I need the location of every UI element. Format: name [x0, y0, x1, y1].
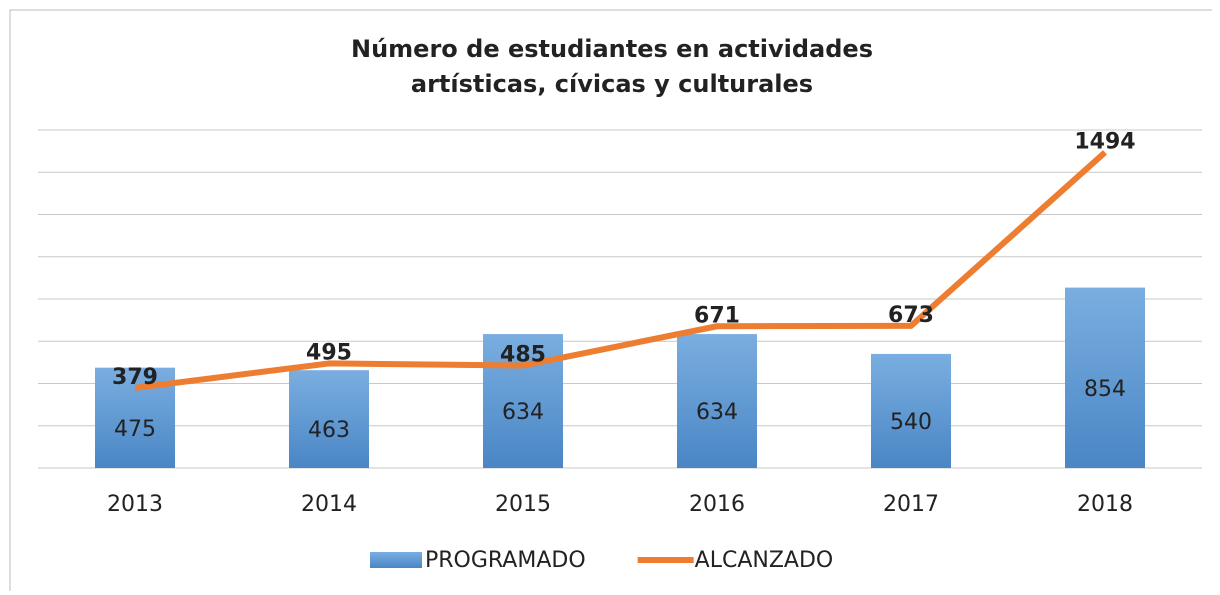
legend-label: ALCANZADO	[695, 548, 834, 573]
legend-swatch	[370, 552, 422, 568]
data-label: 475	[114, 417, 156, 442]
bar	[871, 353, 951, 468]
data-label: 1494	[1074, 129, 1135, 154]
data-label: 485	[500, 343, 546, 368]
data-label: 634	[696, 400, 738, 425]
bar	[289, 370, 369, 468]
data-label: 854	[1084, 377, 1126, 402]
x-tick-label: 2017	[883, 492, 939, 517]
x-tick-label: 2018	[1077, 492, 1133, 517]
x-tick-label: 2014	[301, 492, 357, 517]
x-tick-label: 2013	[107, 492, 163, 517]
legend-label: PROGRAMADO	[425, 548, 586, 573]
data-label: 379	[112, 365, 158, 390]
data-label: 673	[888, 303, 934, 328]
x-tick-label: 2015	[495, 492, 551, 517]
data-label: 634	[502, 400, 544, 425]
data-label: 540	[890, 410, 932, 435]
bar	[1065, 287, 1145, 468]
bar	[677, 334, 757, 468]
data-label: 495	[306, 340, 352, 365]
data-label: 463	[308, 418, 350, 443]
data-label: 671	[694, 303, 740, 328]
chart-title: artísticas, cívicas y culturales	[411, 70, 813, 98]
chart-title: Número de estudiantes en actividades	[351, 35, 873, 63]
bar	[483, 334, 563, 468]
x-tick-label: 2016	[689, 492, 745, 517]
chart-frame	[9, 9, 1212, 591]
line	[134, 150, 1107, 391]
